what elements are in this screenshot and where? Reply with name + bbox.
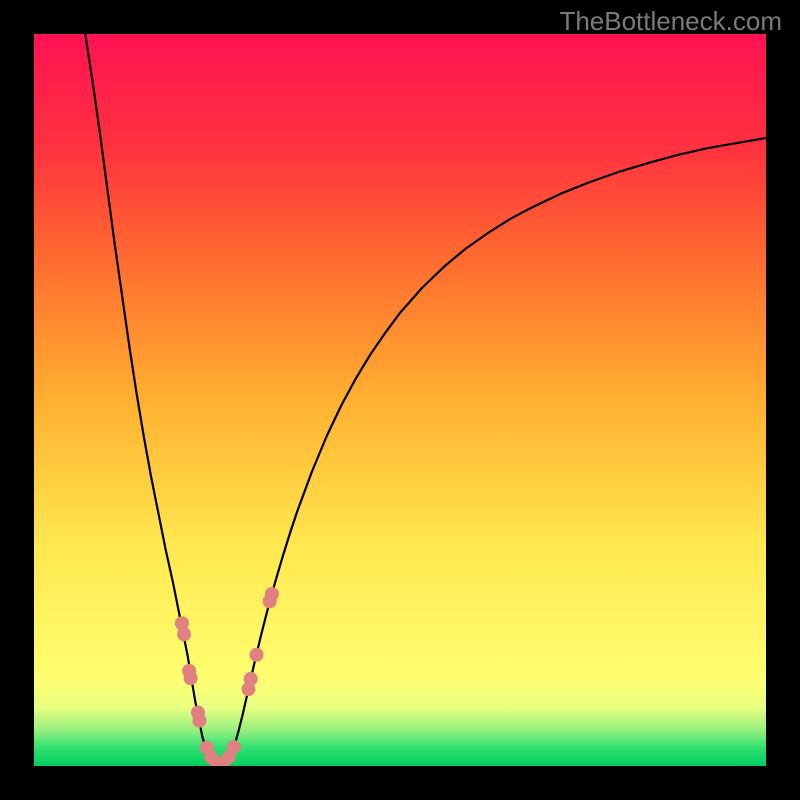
chart-root: TheBottleneck.com [0,0,800,800]
data-marker [177,627,191,641]
bottleneck-curve [85,34,766,766]
data-marker [184,671,198,685]
data-marker [250,648,264,662]
data-marker [244,672,258,686]
curve-layer [34,34,766,766]
data-marker [265,587,279,601]
data-marker [227,740,241,754]
data-marker [192,714,206,728]
source-watermark: TheBottleneck.com [559,6,782,37]
plot-area [34,34,766,766]
